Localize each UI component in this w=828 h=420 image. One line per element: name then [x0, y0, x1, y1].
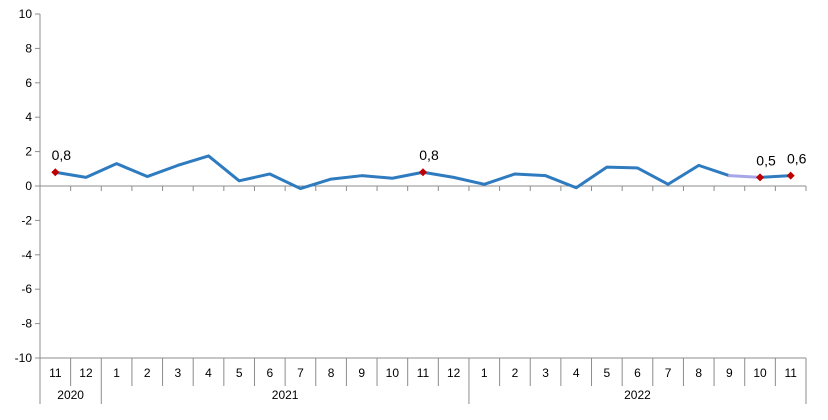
- year-label: 2020: [57, 388, 84, 402]
- y-tick-label: -2: [21, 213, 32, 227]
- x-tick-label: 9: [726, 366, 733, 380]
- x-tick-label: 10: [386, 366, 400, 380]
- x-tick-label: 9: [358, 366, 365, 380]
- data-point-marker: [51, 168, 60, 177]
- y-tick-label: 4: [25, 110, 32, 124]
- data-point-marker: [786, 171, 795, 180]
- series-layer: [53, 154, 793, 191]
- x-tick-label: 5: [236, 366, 243, 380]
- y-tick-label: 0: [25, 179, 32, 193]
- y-tick-label: -10: [15, 351, 33, 365]
- y-tick-label: -8: [21, 317, 32, 331]
- x-tick-label: 4: [205, 366, 212, 380]
- x-tick-label: 11: [417, 366, 430, 380]
- series-line: [53, 154, 731, 191]
- x-tick-label: 12: [79, 366, 93, 380]
- y-tick-label: -6: [21, 282, 32, 296]
- data-label: 0,8: [419, 147, 439, 163]
- x-tick-label: 4: [573, 366, 580, 380]
- x-tick-label: 5: [603, 366, 610, 380]
- y-tick-label: -4: [21, 248, 32, 262]
- x-tick-label: 11: [784, 366, 797, 380]
- series-line-segment: [758, 174, 793, 179]
- x-tick-label: 2: [512, 366, 519, 380]
- y-tick-label: 8: [25, 41, 32, 55]
- data-point-marker: [756, 173, 765, 182]
- x-tick-label: 3: [175, 366, 182, 380]
- data-labels: 0,8 0,8 0,5 0,6: [51, 147, 807, 182]
- x-tick-label: 8: [695, 366, 702, 380]
- y-axis: -10 -8 -6 -4 -2 0 2 4 6 8 10: [15, 7, 41, 365]
- x-tick-label: 7: [665, 366, 672, 380]
- data-label: 0,6: [787, 151, 807, 167]
- y-tick-label: 6: [25, 76, 32, 90]
- x-tick-label: 6: [634, 366, 641, 380]
- y-tick-label: 2: [25, 145, 32, 159]
- x-tick-label: 7: [297, 366, 304, 380]
- year-label: 2021: [272, 388, 299, 402]
- x-tick-label: 2: [144, 366, 151, 380]
- x-tick-label: 1: [481, 366, 488, 380]
- x-tick-label: 8: [328, 366, 335, 380]
- x-tick-label: 3: [542, 366, 549, 380]
- x-tick-label: 12: [447, 366, 461, 380]
- data-label: 0,8: [52, 147, 72, 163]
- data-point-marker: [419, 168, 427, 177]
- series-line-segment: [727, 174, 762, 179]
- y-tick-label: 10: [19, 7, 33, 21]
- x-tick-label: 10: [753, 366, 767, 380]
- x-tick-label: 6: [266, 366, 273, 380]
- x-tick-label: 1: [113, 366, 120, 380]
- x-tick-label: 11: [49, 366, 62, 380]
- year-label: 2022: [624, 388, 651, 402]
- data-label: 0,5: [756, 152, 776, 168]
